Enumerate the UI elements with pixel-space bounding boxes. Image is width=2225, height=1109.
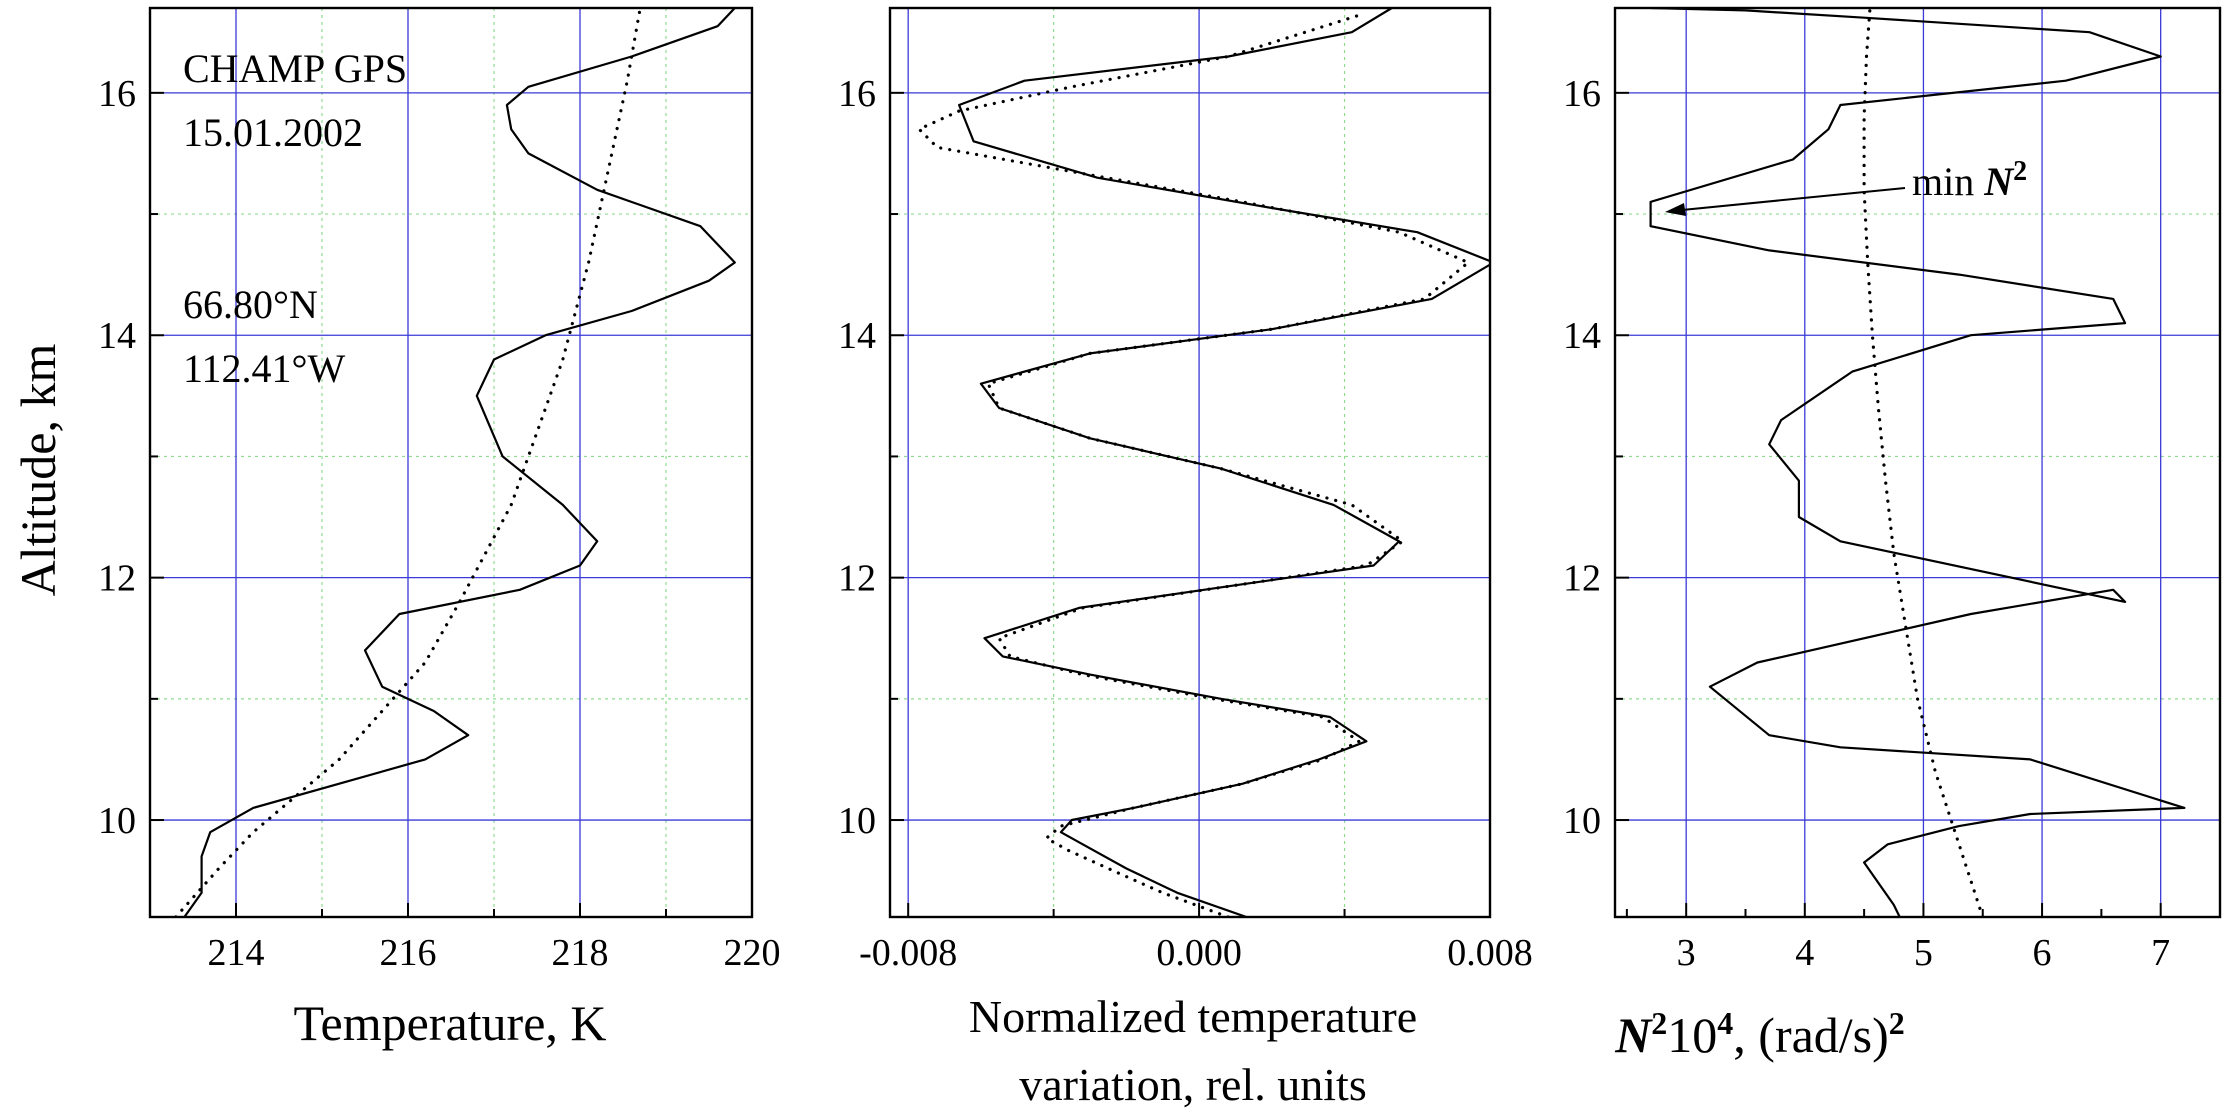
x-axis-title-units-sup: 2 — [1889, 1005, 1905, 1041]
y-tick-label-12: 12 — [1563, 558, 1601, 600]
x-tick-label-218: 218 — [552, 932, 609, 974]
y-tick-label-10: 10 — [838, 800, 876, 842]
x-axis-title-units: , (rad/s) — [1733, 1007, 1889, 1063]
x-axis-title-ten-sup: 4 — [1717, 1005, 1733, 1041]
x-tick-label-220: 220 — [724, 932, 781, 974]
panel-temperature: 214 216 218 220 10 12 14 16 — [98, 6, 781, 974]
panel-brunt-vaisala: 3 4 5 6 7 10 12 14 16 — [1563, 6, 2222, 974]
x-tick-label-6: 6 — [2033, 932, 2052, 974]
x-tick-label-0-000: 0.000 — [1156, 932, 1242, 974]
min-n2-symbol: N — [1983, 159, 2015, 204]
y-tick-label-16: 16 — [1563, 73, 1601, 115]
min-n2-sup: 2 — [2013, 156, 2027, 187]
x-axis-title-n-sup: 2 — [1651, 1005, 1667, 1041]
min-n2-label: min N2 — [1912, 156, 2027, 205]
annotation-longitude: 112.41°W — [183, 346, 346, 391]
x-tick-label-3: 3 — [1677, 932, 1696, 974]
annotation-champ-gps: CHAMP GPS — [183, 46, 407, 91]
y-tick-label-16: 16 — [838, 73, 876, 115]
x-tick-label-216: 216 — [380, 932, 437, 974]
y-tick-label-12: 12 — [98, 558, 136, 600]
y-tick-label-14: 14 — [98, 315, 136, 357]
y-tick-label-10: 10 — [1563, 800, 1601, 842]
x-axis-title-temperature: Temperature, K — [293, 995, 606, 1051]
min-n2-text: min — [1912, 159, 1974, 204]
x-tick-label-7: 7 — [2151, 932, 2170, 974]
series-solid-0 — [958, 8, 1490, 917]
y-tick-label-16: 16 — [98, 73, 136, 115]
series-solid-0 — [1649, 8, 2186, 917]
y-tick-label-10: 10 — [98, 800, 136, 842]
x-tick-label-5: 5 — [1914, 932, 1933, 974]
series-dotted-1 — [1862, 8, 1985, 917]
x-axis-title-ten: 10 — [1667, 1007, 1717, 1063]
series-dotted-1 — [174, 8, 642, 917]
panel-normalized-variation: -0.008 0.000 0.008 10 12 14 16 — [838, 6, 1533, 974]
plot-frame — [888, 6, 1492, 919]
series-dotted-1 — [917, 12, 1470, 917]
plot-frame — [148, 6, 754, 919]
x-tick-label-0-008: -0.008 — [859, 932, 957, 974]
annotation-latitude: 66.80°N — [183, 282, 318, 327]
min-n2-annotation: min N2 — [1665, 156, 2027, 216]
y-tick-label-14: 14 — [1563, 315, 1601, 357]
min-n2-arrowhead — [1665, 203, 1686, 216]
y-axis-title: Altitude, km — [10, 344, 66, 597]
x-tick-label-214: 214 — [208, 932, 265, 974]
x-tick-label-0-008: 0.008 — [1447, 932, 1533, 974]
y-tick-label-14: 14 — [838, 315, 876, 357]
x-axis-title-n2: N2104, (rad/s)2 — [1614, 1005, 1905, 1063]
series-solid-0 — [183, 8, 736, 917]
plot-frame — [1613, 6, 2222, 919]
x-axis-title-n-symbol: N — [1614, 1007, 1653, 1063]
x-axis-title-normalized-line1: Normalized temperature — [969, 991, 1417, 1042]
x-axis-title-normalized-line2: variation, rel. units — [1019, 1059, 1366, 1109]
x-tick-label-4: 4 — [1795, 932, 1814, 974]
min-n2-arrow — [1671, 187, 1906, 212]
annotation-date: 15.01.2002 — [183, 110, 363, 155]
y-tick-label-12: 12 — [838, 558, 876, 600]
